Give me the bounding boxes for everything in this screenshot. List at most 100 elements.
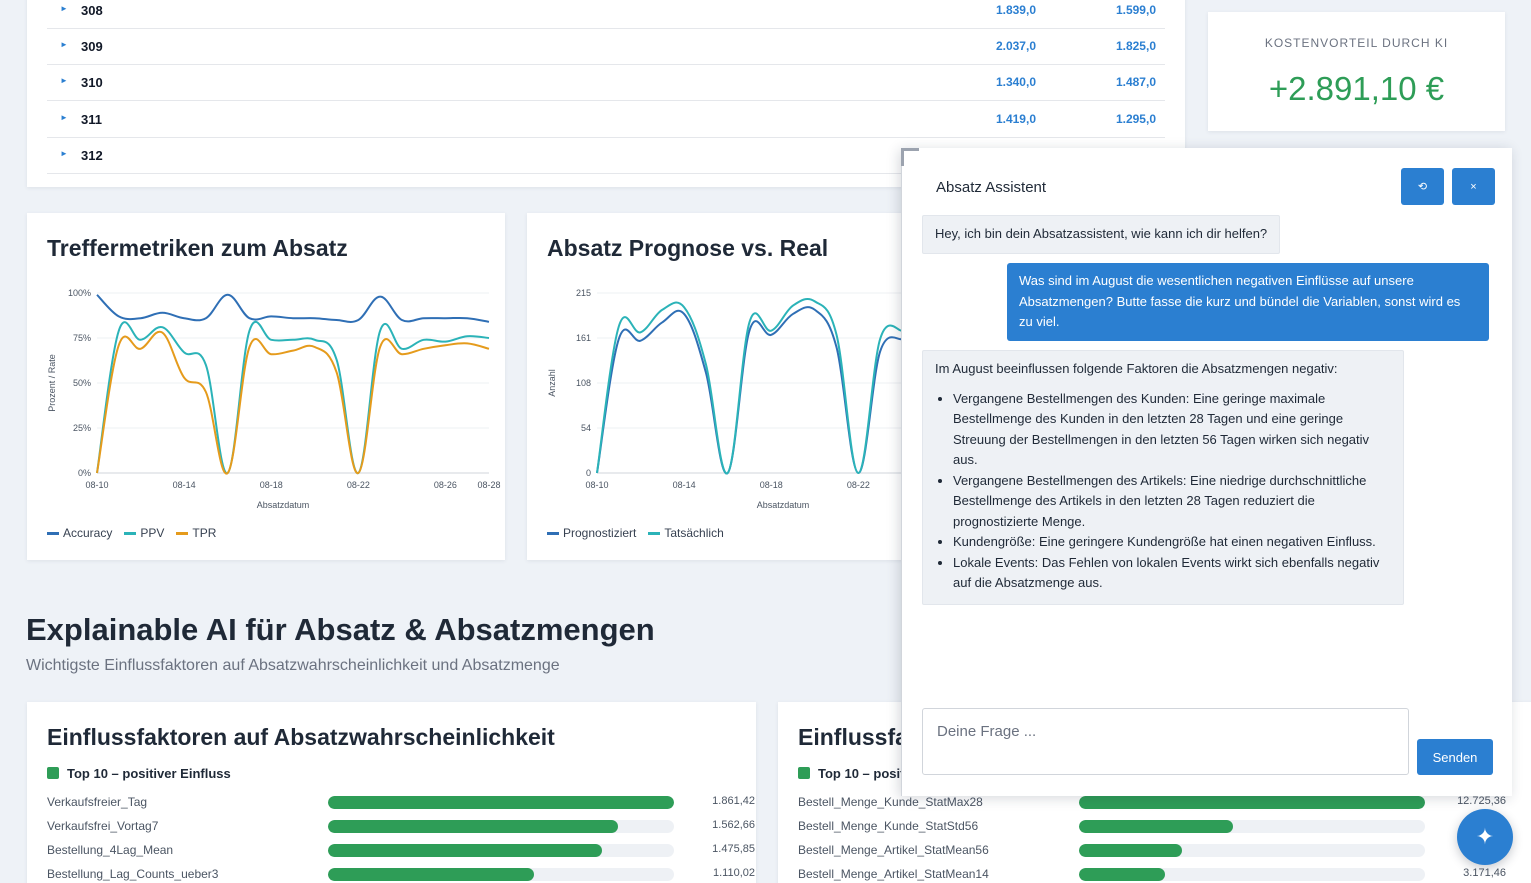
factor-name: Bestell_Menge_Kunde_StatMax28 [798,795,983,809]
factor-value: 1.861,42 [712,795,755,807]
factor-bar-track [1079,844,1425,857]
row-id: 312 [81,148,103,163]
y-tick-label: 100% [68,288,91,298]
section-subtitle: Wichtigste Einflussfaktoren auf Absatzwa… [26,657,560,674]
x-tick-label: 08-22 [847,480,870,490]
send-button[interactable]: Senden [1417,739,1493,775]
factor-row: Bestellung_4Lag_Mean 1.475,85 [47,841,767,861]
legend-swatch [124,532,137,536]
answer-point: Kundengröße: Eine geringere Kundengröße … [953,532,1391,553]
close-chat-button[interactable]: × [1452,168,1495,205]
expand-caret-icon[interactable]: ► [60,76,68,85]
factor-name: Bestellung_Lag_Counts_ueber3 [47,867,219,881]
legend-swatch [176,532,189,536]
row-value-forecast: 1.419,0 [995,112,1036,126]
chart-title: Absatz Prognose vs. Real [547,235,829,261]
x-tick-label: 08-14 [673,480,696,490]
forecast-vs-real-chart: Absatz Prognose vs. Real 0 54 108 161 215 08-… [527,213,947,560]
table-row[interactable]: ► 311 1.419,0 1.295,0 [47,102,1165,138]
y-tick-label: 54 [581,423,591,433]
table-row[interactable]: ► 308 1.839,0 1.599,0 [47,0,1165,29]
factor-name: Bestellung_4Lag_Mean [47,843,174,857]
legend-item[interactable]: TPR [176,526,216,540]
hit-metrics-plot: 0% 25% 50% 75% 100% 08-10 08-14 08-18 08-22 08-26… [47,288,501,510]
row-value-forecast: 1.340,0 [995,75,1036,89]
resize-handle[interactable] [901,148,919,166]
factor-bar-track [1079,868,1425,881]
row-value-forecast: 1.839,0 [995,3,1036,17]
row-value-forecast: 2.037,0 [995,39,1036,53]
assistant-fab-button[interactable]: ✦ [1457,809,1513,865]
legend-item[interactable]: Prognostiziert [547,526,636,540]
table-row[interactable]: ► 309 2.037,0 1.825,0 [47,29,1165,65]
table-row[interactable]: ► 310 1.340,0 1.487,0 [47,65,1165,101]
user-message: Was sind im August die wesentlichen nega… [1007,263,1489,341]
factor-value: 1.110,02 [712,867,755,879]
factor-value: 1.475,85 [712,843,755,855]
factor-name: Bestell_Menge_Kunde_StatStd56 [798,819,979,833]
factor-row: Bestell_Menge_Kunde_StatMax28 12.725,36 [798,793,1518,813]
x-axis-label: Absatzdatum [257,500,310,510]
x-tick-label: 08-10 [585,480,608,490]
x-tick-label: 08-18 [760,480,783,490]
factor-name: Verkaufsfrei_Vortag7 [47,819,159,833]
factor-bar-track [1079,820,1425,833]
forecast-table: ► 308 1.839,0 1.599,0 ► 309 2.037,0 1.825,0 ► 310… [27,0,1185,187]
expand-caret-icon[interactable]: ► [60,4,68,13]
chart-legend: Accuracy PPV TPR [47,526,216,540]
legend-square-icon [47,767,59,779]
y-tick-label: 0 [586,468,591,478]
series-line-tpr [96,330,490,475]
row-id: 309 [81,39,103,54]
legend-label: Prognostiziert [563,526,637,540]
assistant-answer: Im August beeinflussen folgende Faktoren… [922,350,1404,605]
factor-bar [1079,820,1233,833]
legend-item[interactable]: Accuracy [47,526,112,540]
factor-bar-track [328,844,674,857]
answer-point: Lokale Events: Das Fehlen von lokalen Ev… [953,553,1391,594]
row-value-actual: 1.487,0 [1115,75,1156,89]
answer-intro: Im August beeinflussen folgende Faktoren… [935,361,1338,376]
assistant-greeting: Hey, ich bin dein Absatzassistent, wie k… [922,215,1281,254]
series-line-accuracy [96,293,490,323]
y-tick-label: 75% [73,333,91,343]
legend-label: Accuracy [63,526,113,540]
series-line-ppv [96,321,490,475]
kpi-value: +2.891,10 € [1268,70,1445,107]
forecast-vs-real-plot: 0 54 108 161 215 08-10 08-14 08-18 08-22 Absatzda… [547,288,947,510]
factor-row: Bestellung_Lag_Counts_ueber3 1.110,02 [47,865,767,883]
factor-bar [1079,868,1166,881]
chat-panel: Absatz Assistent ⟲ × Hey, ich bin dein A… [901,148,1512,796]
factor-bar-track [328,796,674,809]
legend-item[interactable]: PPV [124,526,164,540]
row-value-actual: 1.295,0 [1115,112,1156,126]
factor-row: Bestell_Menge_Artikel_StatMean14 3.171,46 [798,865,1518,883]
y-axis-label: Anzahl [547,369,557,397]
factor-name: Verkaufsfreier_Tag [47,795,148,809]
close-icon: × [1470,180,1477,193]
factor-bar-track [328,820,674,833]
legend-item[interactable]: Tatsächlich [648,526,724,540]
kpi-label: KOSTENVORTEIL DURCH KI [1264,36,1449,50]
chat-title: Absatz Assistent [936,179,1047,196]
y-tick-label: 161 [576,333,591,343]
chat-input[interactable] [922,708,1409,775]
answer-list: Vergangene Bestellmengen des Kunden: Ein… [935,389,1391,594]
factor-bar [1079,796,1425,809]
factor-value: 12.725,36 [1457,795,1506,807]
expand-caret-icon[interactable]: ► [60,149,68,158]
card-title: Einflussfaktoren auf Absatzwahrscheinlic… [47,724,555,750]
factor-name: Bestell_Menge_Artikel_StatMean14 [798,867,989,881]
legend-swatch [547,532,559,536]
expand-caret-icon[interactable]: ► [60,113,68,122]
x-tick-label: 08-28 [477,480,500,490]
row-value-actual: 1.599,0 [1115,3,1156,17]
expand-caret-icon[interactable]: ► [60,40,68,49]
reset-chat-button[interactable]: ⟲ [1401,168,1444,205]
factors-probability-card: Einflussfaktoren auf Absatzwahrscheinlic… [27,702,756,883]
factor-bar [1079,844,1182,857]
factor-value: 3.171,46 [1463,867,1506,879]
row-id: 310 [81,75,103,90]
x-tick-label: 08-26 [434,480,457,490]
row-value-actual: 1.825,0 [1115,39,1156,53]
